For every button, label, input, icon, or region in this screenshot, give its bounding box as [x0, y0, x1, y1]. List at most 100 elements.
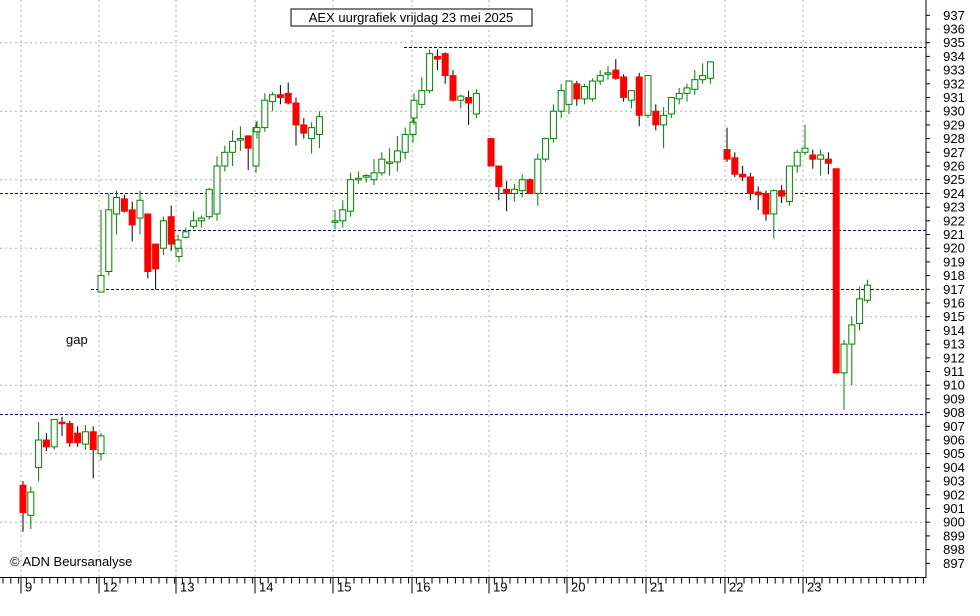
y-tick-label: 921	[943, 227, 965, 242]
gap-annotation: gap	[66, 332, 88, 347]
candle-body-up	[197, 217, 205, 222]
candle	[620, 74, 628, 102]
candle	[604, 65, 612, 80]
candle-body-up	[518, 179, 526, 192]
candle	[105, 193, 113, 276]
candle	[863, 279, 871, 303]
candle	[793, 149, 801, 173]
y-tick-label: 916	[943, 296, 965, 311]
candle-body-down	[612, 69, 620, 79]
candle	[370, 159, 378, 186]
candle-body-up	[136, 199, 144, 219]
candle-body-up	[174, 239, 182, 249]
candle	[315, 111, 323, 149]
candle-body-down	[58, 421, 66, 425]
candle	[97, 209, 105, 293]
candle	[197, 215, 205, 228]
candle-body-down	[89, 431, 97, 451]
candle-body-down	[620, 76, 628, 98]
candle-body-up	[472, 92, 480, 115]
candle-body-down	[276, 94, 284, 99]
y-tick-label: 904	[943, 460, 965, 475]
candle-body-up	[549, 110, 557, 140]
candle-body-up	[596, 75, 604, 82]
candle-body-up	[269, 94, 277, 103]
y-tick-label: 908	[943, 405, 965, 420]
candle-body-down	[503, 188, 511, 194]
watermark: © ADN Beursanalyse	[10, 554, 132, 569]
candle-body-up	[105, 209, 113, 272]
candle	[809, 149, 817, 169]
candle-body-down	[42, 439, 50, 448]
candle-body-up	[308, 127, 316, 140]
candle	[89, 426, 97, 479]
chart-title: AEX uurgrafiek vrijdag 23 mei 2025	[309, 10, 514, 25]
candle	[652, 104, 660, 131]
candle	[190, 211, 198, 230]
candle-body-up	[565, 80, 573, 105]
candle	[433, 49, 441, 71]
candle-body-up	[339, 209, 347, 222]
candle	[817, 149, 825, 176]
candle	[731, 152, 739, 177]
candle	[42, 433, 50, 451]
y-tick-label: 930	[943, 104, 965, 119]
candle	[261, 93, 269, 132]
candle-body-up	[378, 158, 386, 174]
candle	[487, 138, 495, 167]
candle	[66, 420, 74, 447]
candle-body-up	[175, 247, 183, 257]
candle	[244, 135, 252, 171]
candle-body-down	[762, 192, 770, 215]
candle	[144, 213, 152, 279]
candle-body-up	[691, 79, 699, 90]
candle-body-up	[159, 220, 167, 249]
candle-body-up	[785, 165, 793, 203]
y-tick-label: 917	[943, 282, 965, 297]
candle	[457, 94, 465, 109]
candle-body-up	[683, 87, 691, 94]
candle	[393, 135, 401, 172]
candle-body-down	[152, 243, 160, 270]
y-tick-label: 899	[943, 528, 965, 543]
xtick-layer: 9 12 13 14 15 16 19 20 21 22 23	[2, 577, 924, 595]
candle	[347, 172, 355, 217]
candle	[253, 120, 261, 139]
x-tick-label: 15	[337, 580, 351, 595]
candle-body-up	[410, 99, 418, 119]
candle	[284, 82, 292, 105]
candle-body-down	[652, 110, 660, 126]
candle	[770, 189, 778, 239]
candle	[409, 118, 417, 143]
candle-body-up	[236, 138, 244, 141]
candle	[300, 118, 308, 139]
y-tick-label: 928	[943, 131, 965, 146]
candle-body-up	[27, 491, 35, 516]
candle	[386, 148, 394, 176]
candle	[213, 156, 221, 221]
candle	[74, 426, 82, 447]
candle-body-up	[409, 121, 417, 135]
candle-body-up	[457, 95, 465, 101]
candle-body-down	[465, 97, 473, 104]
y-tick-label: 902	[943, 487, 965, 502]
candle-body-up	[190, 220, 198, 227]
candle-body-up	[675, 92, 683, 100]
x-tick-label: 20	[571, 580, 585, 595]
candle	[120, 194, 128, 213]
candle-body-up	[627, 90, 635, 101]
candle-body-up	[660, 114, 668, 126]
candle-body-up	[182, 231, 190, 238]
candle-body-up	[840, 343, 848, 374]
candle-body-down	[74, 432, 82, 444]
candle-body-down	[449, 75, 457, 101]
candle	[27, 486, 35, 530]
x-tick-label: 21	[650, 580, 664, 595]
candle-body-down	[824, 158, 832, 164]
candle	[683, 83, 691, 102]
y-tick-label: 907	[943, 419, 965, 434]
y-tick-label: 933	[943, 63, 965, 78]
candle-body-up	[252, 127, 260, 167]
candle	[50, 418, 58, 450]
